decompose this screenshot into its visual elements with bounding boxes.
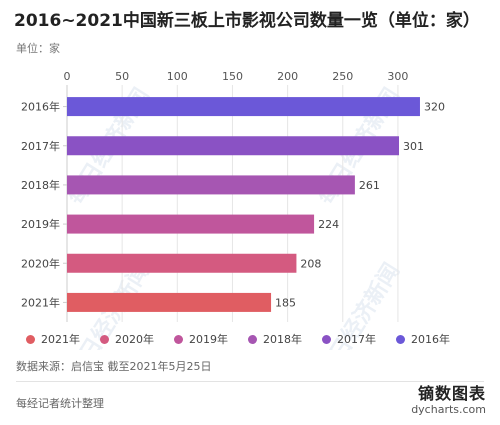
footer-divider xyxy=(16,381,484,382)
data-label: 261 xyxy=(359,179,380,192)
legend-item: 2021年 xyxy=(26,331,80,347)
legend-swatch xyxy=(174,334,183,344)
y-tick-label: 2021年 xyxy=(21,295,60,309)
brand-url: dycharts.com xyxy=(411,403,486,416)
y-tick-label: 2020年 xyxy=(21,256,60,270)
legend-label: 2021年 xyxy=(41,333,80,346)
x-tick-label: 50 xyxy=(115,70,129,83)
legend-swatch xyxy=(322,334,331,344)
y-tick-label: 2017年 xyxy=(21,139,60,153)
data-label: 301 xyxy=(403,140,424,153)
data-label: 208 xyxy=(300,257,321,270)
unit-label: 单位：家 xyxy=(16,42,60,55)
brand-name: 镝数图表 xyxy=(417,384,486,403)
y-tick-label: 2016年 xyxy=(21,100,60,114)
y-tick-label: 2018年 xyxy=(21,178,60,192)
bar xyxy=(67,136,400,156)
legend-swatch xyxy=(396,334,405,344)
chart-title: 2016~2021中国新三板上市影视公司数量一览（单位：家） xyxy=(14,11,480,31)
legend-item: 2016年 xyxy=(396,331,450,347)
bar xyxy=(67,214,315,234)
legend-item: 2018年 xyxy=(248,331,302,347)
legend-label: 2016年 xyxy=(411,333,450,346)
legend-swatch xyxy=(100,334,109,344)
bar xyxy=(67,292,272,312)
legend-swatch xyxy=(248,334,257,344)
chart-legend: 2021年 2020年 2019年 2018年 2017年 2016年 xyxy=(26,331,496,347)
data-source: 数据来源：启信宝 截至2021年5月25日 xyxy=(16,360,212,373)
legend-item: 2019年 xyxy=(174,331,228,347)
bar xyxy=(67,253,297,273)
x-tick-label: 200 xyxy=(277,70,298,83)
bar xyxy=(67,175,355,195)
data-label: 320 xyxy=(424,101,445,114)
x-tick-label: 0 xyxy=(64,70,71,83)
legend-label: 2019年 xyxy=(189,333,228,346)
data-label: 224 xyxy=(318,218,339,231)
bar-chart: 每日经济新闻每日经济新闻每日经济新闻每日经济新闻0501001502002503… xyxy=(21,70,445,350)
legend-label: 2017年 xyxy=(337,333,376,346)
data-label: 185 xyxy=(275,296,296,309)
x-tick-label: 250 xyxy=(332,70,353,83)
bar xyxy=(67,97,420,117)
legend-item: 2020年 xyxy=(100,331,154,347)
y-tick-label: 2019年 xyxy=(21,217,60,231)
legend-item: 2017年 xyxy=(322,331,376,347)
compiled-by: 每经记者统计整理 xyxy=(16,397,104,410)
legend-label: 2020年 xyxy=(115,333,154,346)
x-tick-label: 150 xyxy=(222,70,243,83)
legend-swatch xyxy=(26,334,35,344)
brand-logo: 镝数图表 dycharts.com xyxy=(411,385,486,417)
x-tick-label: 300 xyxy=(387,70,408,83)
x-tick-label: 100 xyxy=(167,70,188,83)
legend-label: 2018年 xyxy=(263,333,302,346)
